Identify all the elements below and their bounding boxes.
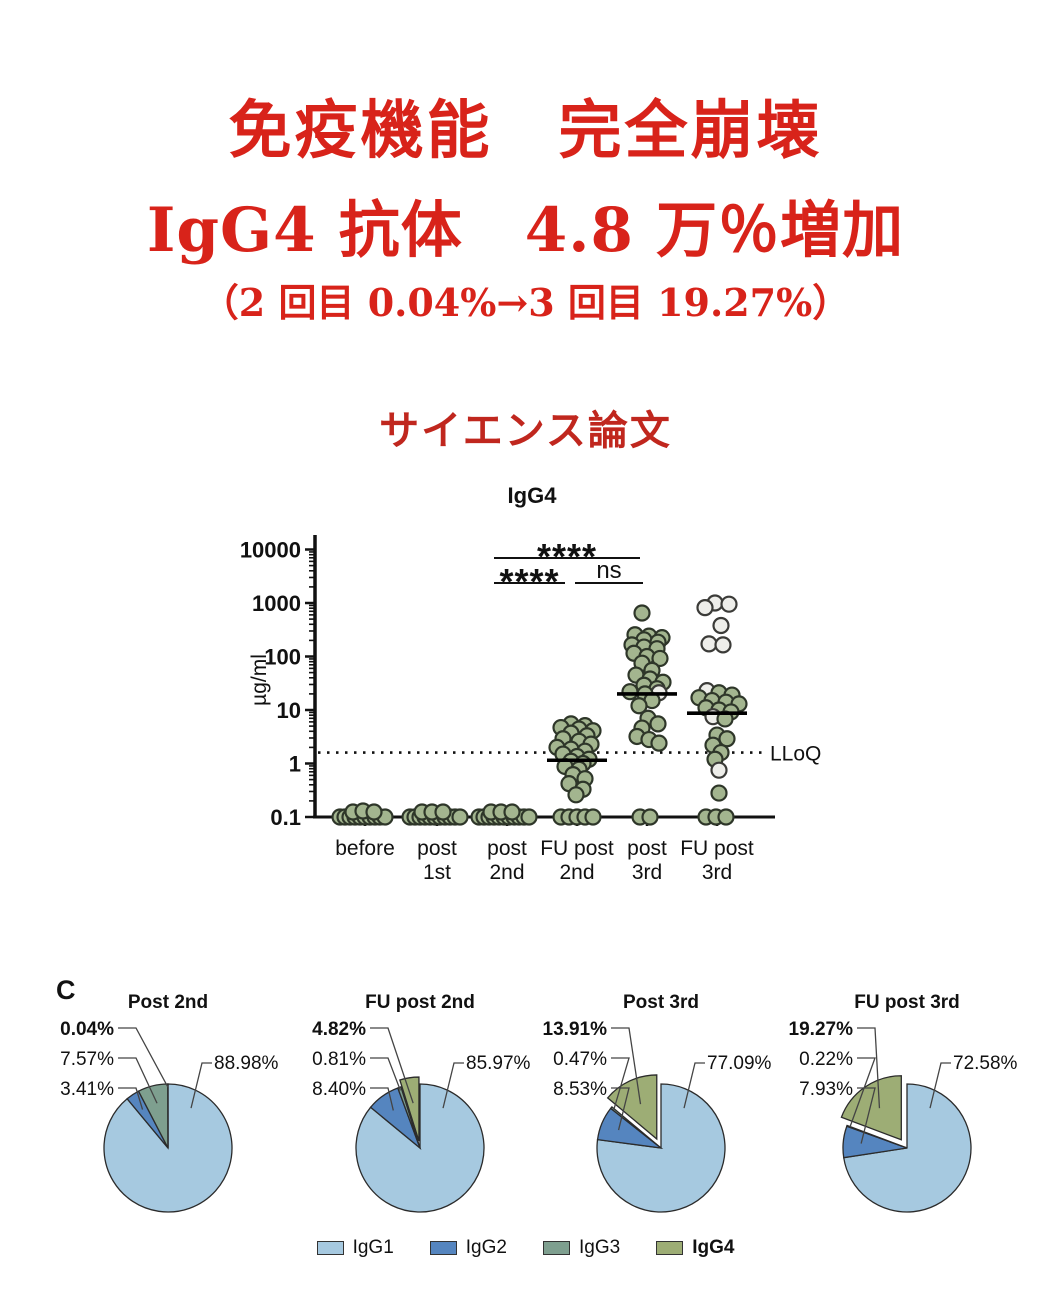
pie-label-igg3: 0.81%	[312, 1049, 366, 1070]
scatter-points-group-4	[621, 604, 672, 826]
svg-text:2nd: 2nd	[489, 861, 524, 884]
igg4-scatter-chart: IgG4******** nsLLoQ1000010001001010.1µg/m…	[240, 483, 822, 884]
pie-label-igg4: 4.82%	[312, 1019, 366, 1040]
scatter-points-group-1	[401, 803, 469, 826]
y-axis-label: µg/ml	[248, 654, 271, 706]
lloq-line: LLoQ	[318, 743, 821, 766]
headline-line1: 免疫機能 完全崩壊	[228, 93, 823, 167]
svg-text:3rd: 3rd	[632, 861, 662, 884]
scatter-points-group-0	[331, 802, 394, 826]
svg-text:10: 10	[277, 698, 301, 723]
pie-title-3: FU post 3rd	[854, 992, 960, 1013]
pie-slice-igg3	[845, 1124, 908, 1149]
x-label-0: before	[335, 837, 395, 860]
pie-label-igg1: 88.98%	[214, 1053, 279, 1074]
svg-text:100: 100	[264, 645, 301, 670]
svg-text:1: 1	[289, 752, 301, 777]
svg-text:ns: ns	[596, 557, 621, 584]
pie-slice-igg4	[399, 1076, 420, 1142]
pie-label-igg3: 7.57%	[60, 1049, 114, 1070]
pie-label-igg4: 13.91%	[543, 1019, 608, 1040]
pie-title-2: Post 3rd	[623, 992, 699, 1013]
pie-label-igg4: 19.27%	[789, 1019, 854, 1040]
legend-item-igg3: IgG3	[542, 1237, 621, 1259]
x-label-2: post	[487, 837, 527, 860]
pie-title-0: Post 2nd	[128, 992, 208, 1013]
headline-line3: （2 回目 0.04%→3 回目 19.27%）	[200, 280, 851, 325]
pie-label-igg3: 0.22%	[799, 1049, 853, 1070]
pie-chart-0: Post 2nd 0.04% 7.57% 3.41% 88.98%	[60, 992, 279, 1213]
pie-legend: IgG1 IgG2 IgG3 IgG4	[0, 1237, 1051, 1259]
igg2-swatch-icon	[429, 1241, 457, 1255]
x-label-3: FU post	[540, 837, 614, 860]
igg-subclass-pie-panel: C Post 2nd 0.04% 7.57% 3.41% 88.98% FU post 2n…	[56, 975, 1018, 1213]
igg3-swatch-icon	[542, 1241, 570, 1255]
pie-label-igg3: 0.47%	[553, 1049, 607, 1070]
svg-text:3rd: 3rd	[702, 861, 732, 884]
legend-label-igg2: IgG2	[465, 1237, 507, 1258]
x-label-5: FU post	[680, 837, 754, 860]
legend-item-igg1: IgG1	[316, 1237, 394, 1259]
pie-label-igg4: 0.04%	[60, 1019, 114, 1040]
x-label-1: post	[417, 837, 457, 860]
svg-text:10000: 10000	[240, 538, 301, 563]
pie-title-1: FU post 2nd	[365, 992, 475, 1013]
scatter-points-group-3	[548, 715, 602, 826]
significance-bar-0: ****	[494, 536, 640, 577]
svg-text:1st: 1st	[423, 861, 451, 884]
svg-text:****: ****	[499, 561, 559, 602]
significance-bar-1: ****	[494, 561, 565, 602]
legend-label-igg1: IgG1	[352, 1237, 394, 1258]
panel-label-c: C	[56, 975, 76, 1005]
x-label-4: post	[627, 837, 667, 860]
pie-chart-1: FU post 2nd 4.82% 0.81% 8.40% 85.97%	[312, 992, 531, 1213]
pie-label-igg2: 7.93%	[799, 1079, 853, 1100]
pie-slice-igg1	[842, 1083, 972, 1213]
scatter-points-group-2	[470, 803, 538, 826]
pie-label-igg2: 3.41%	[60, 1079, 114, 1100]
lloq-label: LLoQ	[770, 743, 821, 766]
igg1-swatch-icon	[316, 1241, 344, 1255]
legend-item-igg4: IgG4	[656, 1237, 734, 1259]
svg-text:2nd: 2nd	[559, 861, 594, 884]
headline-subtitle: サイエンス論文	[379, 407, 672, 454]
legend-label-igg3: IgG3	[578, 1237, 621, 1258]
pie-label-igg2: 8.40%	[312, 1079, 366, 1100]
legend-label-igg4: IgG4	[692, 1237, 735, 1258]
svg-text:1000: 1000	[252, 591, 301, 616]
svg-text:****: ****	[537, 536, 597, 577]
legend-item-igg2: IgG2	[429, 1237, 507, 1259]
significance-bar-2: ns	[575, 557, 643, 584]
scatter-points-group-5	[690, 594, 748, 826]
pie-label-igg1: 85.97%	[466, 1053, 531, 1074]
pie-chart-2: Post 3rd 13.91% 0.47% 8.53% 77.09%	[543, 992, 772, 1213]
pie-label-igg1: 77.09%	[707, 1053, 772, 1074]
headline-line2: IgG4 抗体 4.8 万％増加	[146, 195, 905, 266]
igg4-swatch-icon	[656, 1241, 684, 1255]
pie-slice-igg3	[609, 1106, 662, 1149]
pie-label-igg2: 8.53%	[553, 1079, 607, 1100]
svg-text:0.1: 0.1	[270, 805, 301, 830]
scatter-title: IgG4	[508, 483, 558, 508]
pie-label-igg1: 72.58%	[953, 1053, 1018, 1074]
